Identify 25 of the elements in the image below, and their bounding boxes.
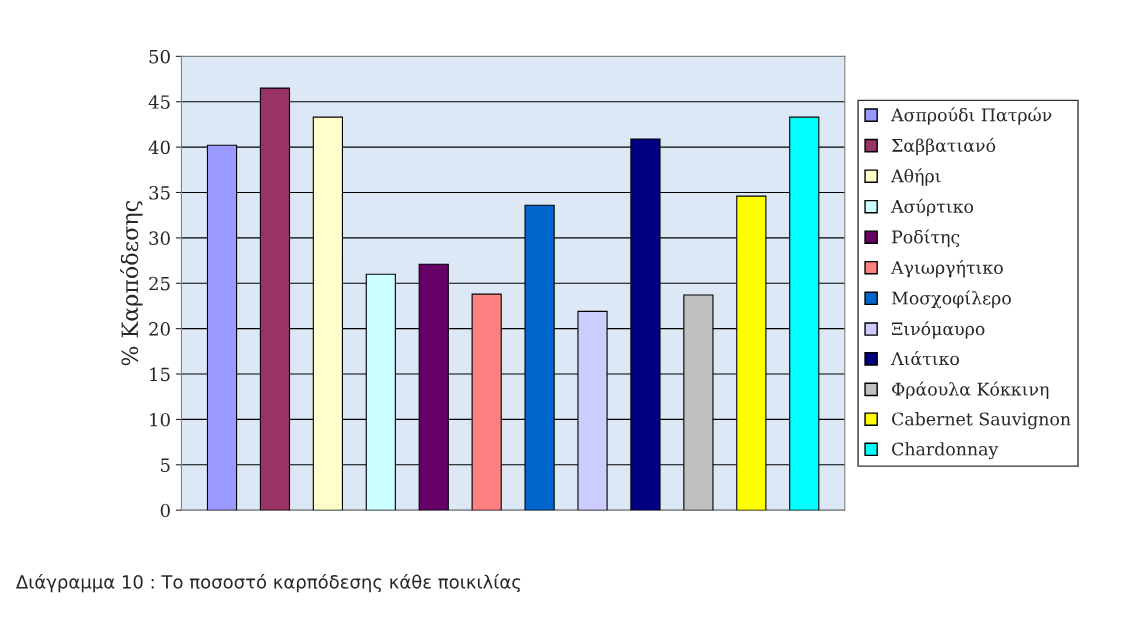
legend-label: Φράουλα Κόκκινη [892,381,1049,400]
legend-label: Cabernet Sauvignon [892,412,1071,430]
y-axis-title: % Καρπόδεσης [120,201,143,366]
y-tick-label: 10 [150,412,170,427]
legend-label: Αγιωργήτικο [890,259,1003,278]
y-tick-label: 0 [160,503,170,518]
y-tick-label: 5 [161,458,170,472]
legend-label: Ξινόμαυρο [892,321,985,339]
y-tick-label: 15 [150,367,170,382]
y-tick-label: 40 [148,140,170,155]
legend-label: Ασπρούδι Πατρών [890,107,1052,125]
legend-label: Λιάτικο [890,351,959,366]
y-tick-label: 35 [149,185,170,200]
legend-label: Ροδίτης [892,229,960,247]
y-tick-label: 30 [149,231,170,245]
text: Διάγραμμα 10 : Το ποσοστό καρπόδεσης κάθε ποικιλίας [16,574,521,593]
y-tick-label: 20 [149,322,170,336]
legend-label: Σαββατιανό [891,137,996,156]
y-tick-label: 50 [149,49,170,64]
legend-label: Chardonnay [892,442,999,460]
legend-label: Αθήρι [890,168,941,186]
y-tick-label: 45 [148,95,170,109]
y-tick-label: 25 [149,276,170,291]
legend-label: Ασύρτικο [890,198,974,217]
legend-label: Μοσχοφίλερο [891,290,1011,309]
